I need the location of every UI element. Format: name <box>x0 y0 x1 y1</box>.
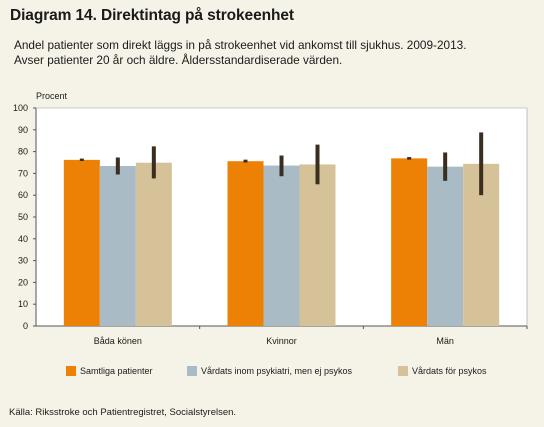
bar-2-3 <box>427 166 464 326</box>
y-tick-label: 100 <box>13 103 28 113</box>
legend-item-2: Vårdats inom psykiatri, men ej psykos <box>187 366 352 376</box>
subtitle-line-2: Avser patienter 20 år och äldre. Ålderss… <box>14 53 343 67</box>
legend-label: Vårdats inom psykiatri, men ej psykos <box>201 366 353 376</box>
legend-swatch <box>398 366 408 376</box>
y-tick-label: 60 <box>18 190 28 200</box>
bar-1-3 <box>391 158 428 326</box>
legend-label: Vårdats för psykos <box>412 366 487 376</box>
error-bar-1-2 <box>243 159 248 163</box>
bar-3-2 <box>299 164 336 326</box>
bar-1-2 <box>227 161 264 326</box>
legend-swatch <box>187 366 197 376</box>
error-bar-1-3 <box>407 157 412 160</box>
subtitle-line-1: Andel patienter som direkt läggs in på s… <box>14 38 467 52</box>
error-bar-2-2 <box>279 155 284 177</box>
bar-2-1 <box>99 165 136 326</box>
legend-item-1: Samtliga patienter <box>66 366 153 376</box>
y-tick-label: 0 <box>23 321 28 331</box>
chart-subtitle: Andel patienter som direkt läggs in på s… <box>14 38 534 68</box>
bar-chart: 0 10 20 30 40 50 60 70 80 90 100 Båda könen Kvinnor M… <box>13 103 528 346</box>
bar-2-2 <box>263 165 300 326</box>
error-bar-2-3 <box>443 152 448 181</box>
y-tick-label: 80 <box>18 147 28 157</box>
y-tick-label: 50 <box>18 212 28 222</box>
bar-3-1 <box>135 162 172 326</box>
x-tick-label: Kvinnor <box>266 336 297 346</box>
legend-item-3: Vårdats för psykos <box>398 366 487 376</box>
x-tick-label: Män <box>436 336 454 346</box>
error-bar-3-1 <box>151 146 156 179</box>
legend-label: Samtliga patienter <box>80 366 153 376</box>
y-tick-label: 90 <box>18 125 28 135</box>
y-tick-label: 20 <box>18 277 28 287</box>
chart-title: Diagram 14. Direktintag på strokeenhet <box>10 7 294 24</box>
y-tick-label: 70 <box>18 168 28 178</box>
legend: Samtliga patienter Vårdats inom psykiatri… <box>0 366 544 380</box>
y-tick-label: 40 <box>18 234 28 244</box>
legend-swatch <box>66 366 76 376</box>
y-tick-label: 30 <box>18 256 28 266</box>
error-bar-2-1 <box>115 157 120 175</box>
error-bar-3-3 <box>479 132 484 196</box>
x-tick-label: Båda könen <box>94 336 142 346</box>
y-axis-label: Procent <box>36 91 68 101</box>
error-bar-3-2 <box>315 144 320 185</box>
source-note: Källa: Riksstroke och Patientregistret, … <box>9 407 237 418</box>
y-tick-label: 10 <box>18 299 28 309</box>
bar-1-1 <box>63 159 100 326</box>
error-bar-1-1 <box>79 158 84 161</box>
